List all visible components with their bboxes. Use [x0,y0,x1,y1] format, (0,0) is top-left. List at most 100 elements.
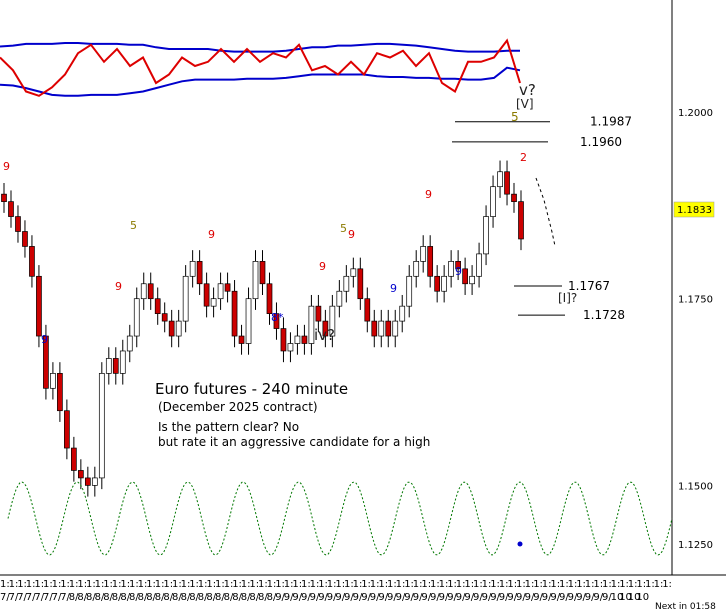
x-tick-label: 1: [258,579,268,590]
x-date-label: 8/ [215,592,225,603]
candle-body [64,410,70,449]
candle-body [350,268,357,277]
candle-body [518,201,524,240]
x-tick-label: 1: [396,579,406,590]
x-date-label: 8/ [120,592,130,603]
x-tick-label: 1: [34,579,44,590]
x-date-label: 9/ [447,592,457,603]
note-line-2: but rate it an aggressive candidate for … [158,435,430,449]
x-date-label: 8/ [129,592,139,603]
candle-body [133,298,140,337]
x-tick-label: 1: [26,579,36,590]
x-tick-label: 1: [628,579,638,590]
x-date-label: 9/ [387,592,397,603]
wave-label: 8* [271,311,284,324]
current-price-box [673,201,715,218]
wave-label: 2 [520,151,527,164]
candle-body [483,216,489,255]
x-tick-label: 1: [163,579,173,590]
candle-body [168,320,175,337]
x-date-label: 9/ [507,592,517,603]
wave-label: [V] [516,97,534,111]
candle-body [1,193,7,202]
x-tick-label: 1: [335,579,345,590]
x-tick-label: 1: [77,579,87,590]
x-date-label: 7/ [34,592,44,603]
candle-body [84,477,91,486]
candle-body [15,216,21,232]
x-tick-label: 1: [542,579,552,590]
cycle-marker-dot [517,541,523,547]
x-tick-label: 1: [636,579,646,590]
x-tick-label: 1: [344,579,354,590]
note-line-1: Is the pattern clear? No [158,420,299,434]
x-tick-label: 1: [17,579,27,590]
x-tick-label: 1: [353,579,363,590]
x-date-label: 9/ [413,592,423,603]
wave-label: 9 [208,228,215,241]
x-date-label: 9/ [593,592,603,603]
x-date-label: 7/ [26,592,36,603]
wave-label: 9 [348,228,355,241]
candle-body [322,320,329,337]
chart-title: Euro futures - 240 minute [155,380,348,398]
x-tick-label: 1: [507,579,517,590]
x-date-label: 9/ [361,592,371,603]
x-tick-label: 1: [155,579,165,590]
wave-label: 9 [425,188,432,201]
x-tick-label: 1: [327,579,337,590]
level-label: 1.1960 [580,135,622,149]
oscillator-line-2 [0,38,521,97]
x-date-label: 9/ [490,592,500,603]
projection-line [535,177,556,247]
x-tick-label: 1: [456,579,466,590]
x-date-label: 9/ [421,592,431,603]
candle-body [105,358,112,374]
candle-body [224,283,231,292]
candle-body [273,313,280,329]
x-tick-label: 1: [284,579,294,590]
x-date-label: 8/ [95,592,105,603]
candle-body [441,275,447,292]
candle-body [511,193,517,202]
x-tick-label: 1: [95,579,105,590]
x-tick-label: 1: [0,579,10,590]
oscillator-panel [0,38,521,97]
x-tick-label: 1: [129,579,139,590]
x-tick-label: 1: [172,579,182,590]
candle-body [196,261,203,285]
x-tick-label: 1: [275,579,285,590]
candle-body [385,320,392,337]
x-date-label: 10 [619,592,632,603]
candle-body [448,261,454,277]
x-date-label: 8/ [77,592,87,603]
candle-body [8,201,14,217]
x-tick-label: 1: [619,579,629,590]
x-tick-label: 1: [439,579,449,590]
x-date-label: 9/ [585,592,595,603]
candle-body [399,305,406,322]
wave-label: 5 [340,222,347,235]
current-price-label: 1.1833 [677,205,712,216]
x-tick-label: 1: [310,579,320,590]
candle-body [287,343,294,352]
x-tick-label: 1: [662,579,672,590]
y-tick-label: 1.1750 [678,295,713,306]
x-tick-label: 1: [645,579,655,590]
candle-body [357,268,364,300]
x-tick-label: 1: [103,579,113,590]
wave-label: [I]? [558,291,577,305]
x-tick-label: 1: [138,579,148,590]
candle-body [29,246,35,277]
x-date-label: 9/ [430,592,440,603]
level-label: 1.1728 [583,308,625,322]
candle-body [469,275,475,285]
x-date-label: 9/ [327,592,337,603]
wave-label: 9 [455,265,462,278]
x-tick-label: 1: [387,579,397,590]
candle-body [154,298,161,314]
x-date-label: 9/ [550,592,560,603]
x-date-label: 8/ [86,592,96,603]
